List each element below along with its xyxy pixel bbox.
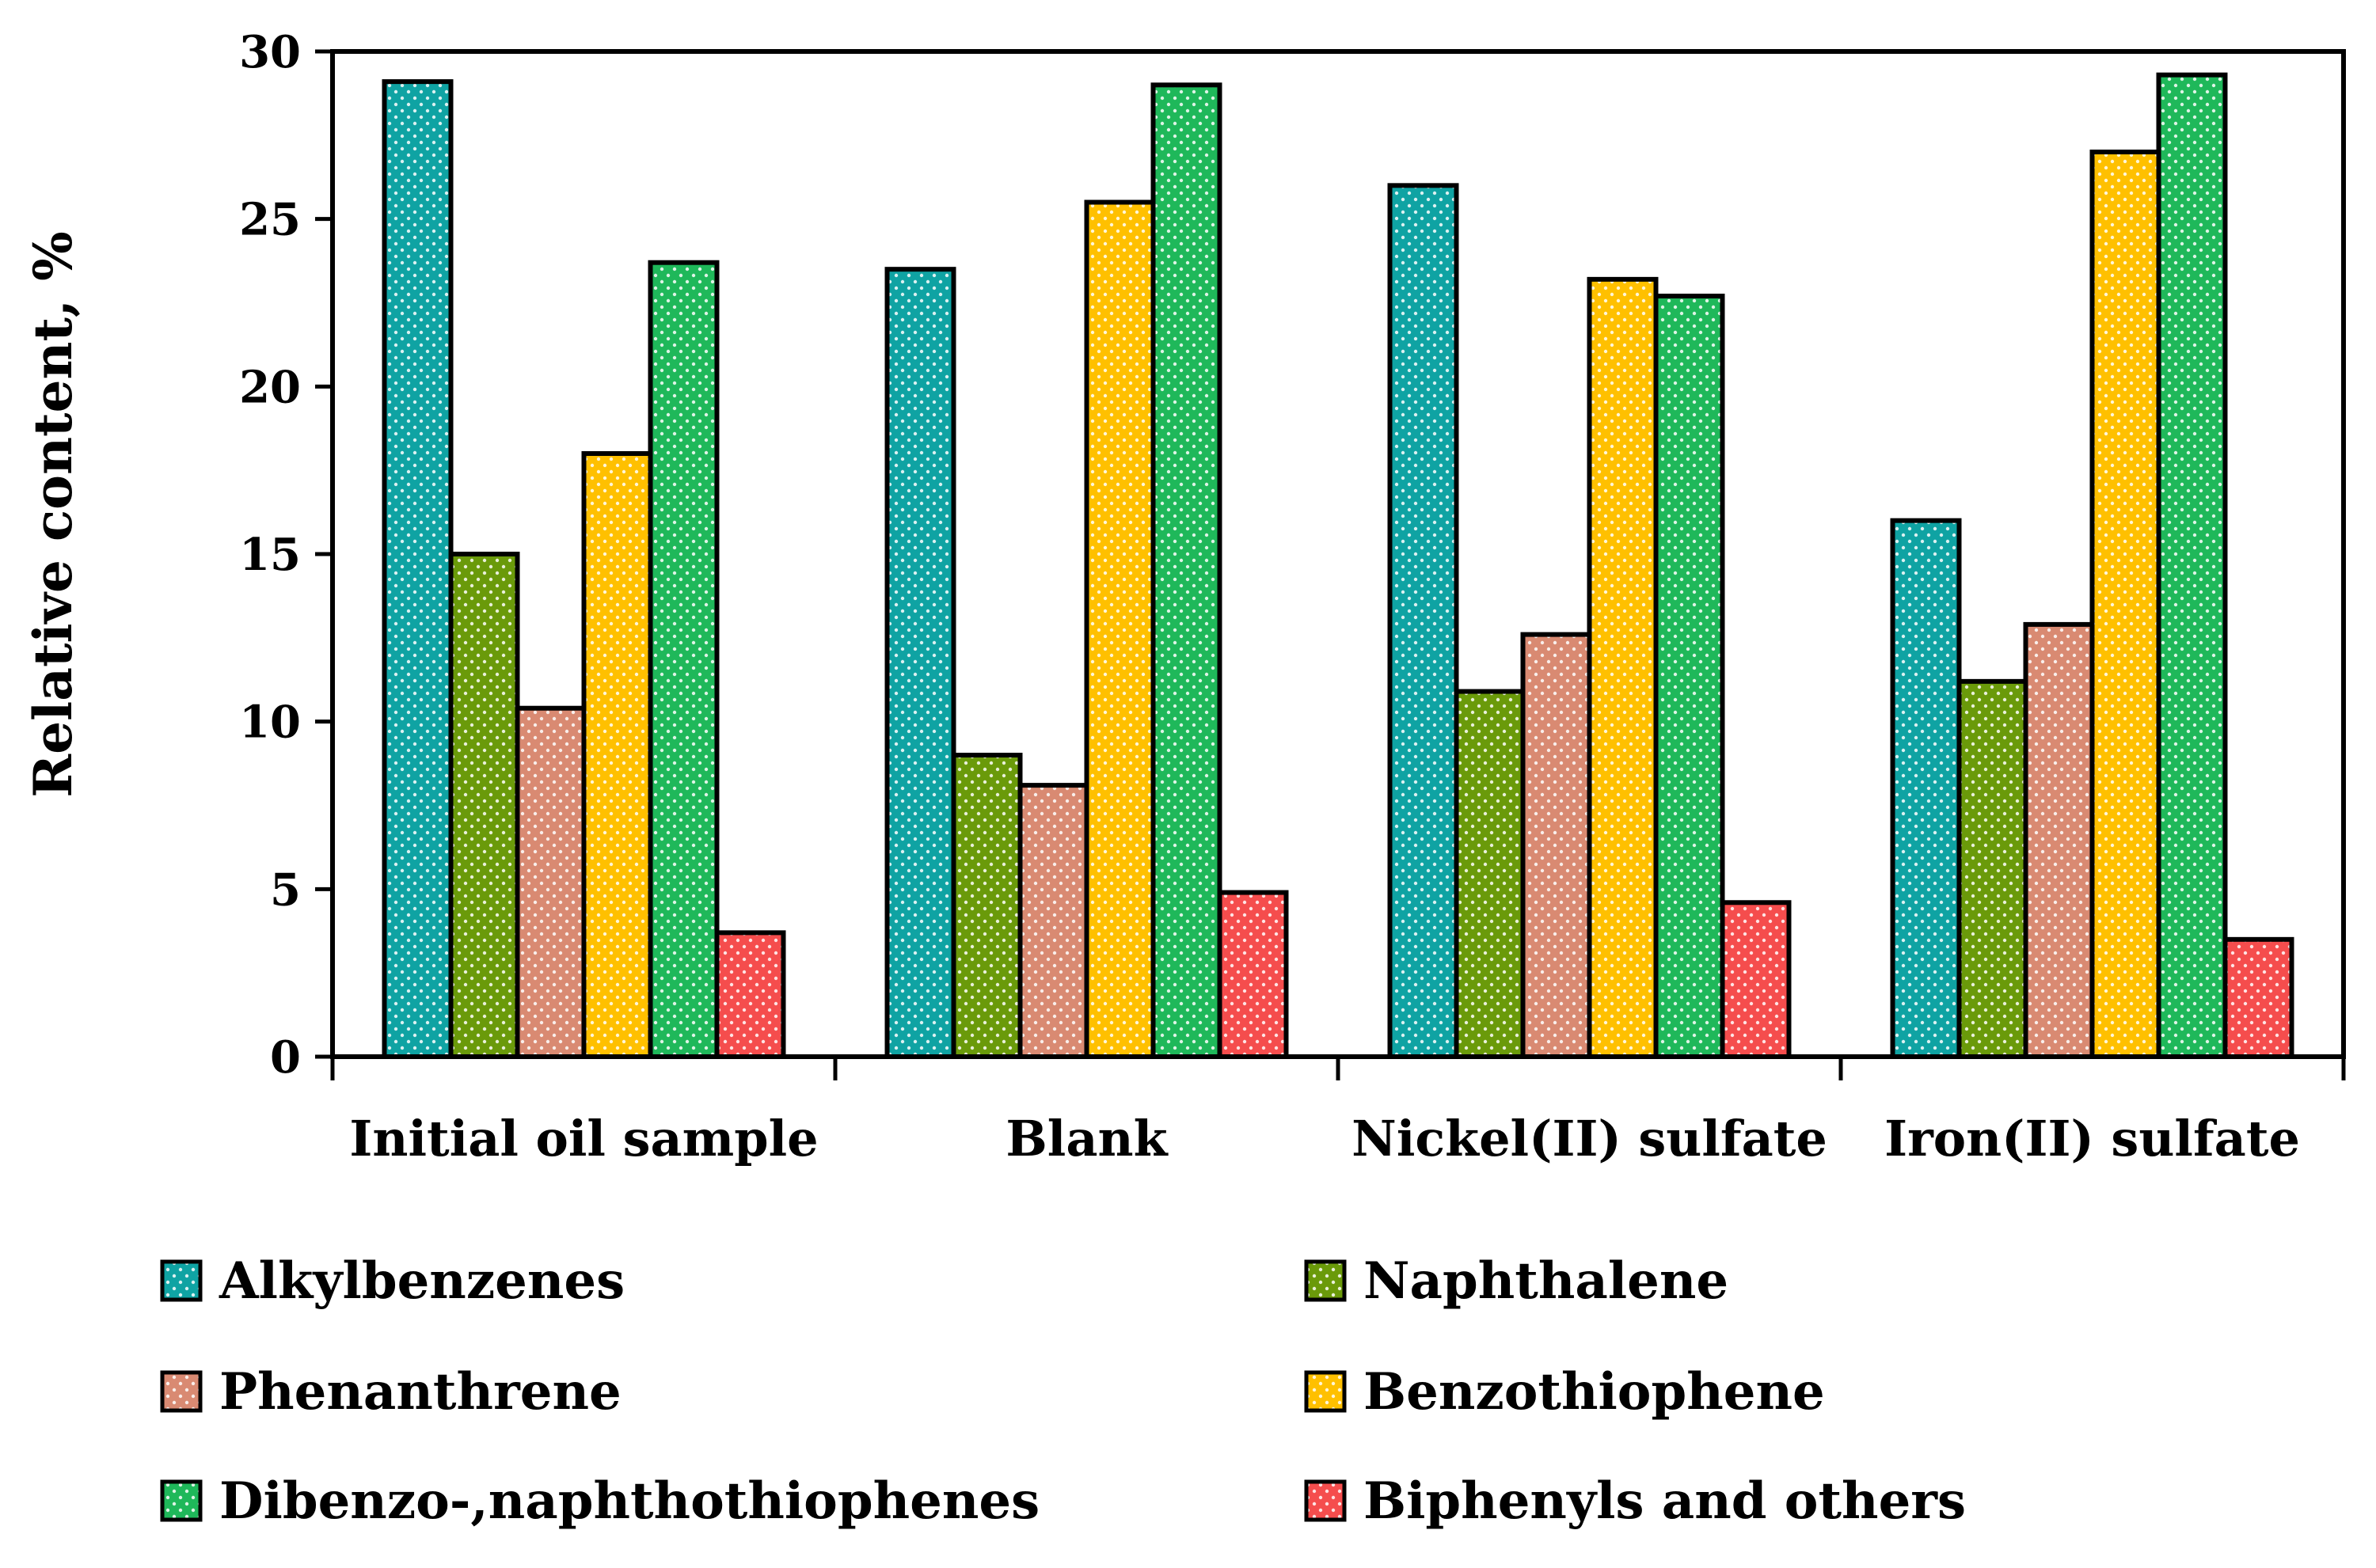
bar [2089, 150, 2161, 1059]
y-tick-label: 10 [239, 697, 301, 749]
bar [1387, 183, 1459, 1059]
bar [581, 451, 653, 1059]
legend-label: Naphthalene [1363, 1251, 1728, 1311]
y-tick-label: 25 [239, 194, 301, 246]
bar [714, 930, 786, 1060]
bar [1653, 294, 1725, 1059]
bar [1017, 783, 1089, 1059]
bar [1150, 82, 1222, 1059]
bar [382, 79, 454, 1060]
x-tick-label: Iron(II) sulfate [1884, 1110, 2300, 1167]
bar [951, 753, 1023, 1059]
x-tick-label: Nickel(II) sulfate [1351, 1110, 1827, 1167]
y-tick-label: 5 [270, 864, 301, 916]
y-tick-label: 30 [239, 26, 301, 78]
legend-label: Benzothiophene [1363, 1362, 1825, 1422]
y-axis-title: Relative content, % [22, 231, 84, 797]
legend-item: Benzothiophene [1304, 1362, 1825, 1422]
legend-item: Alkylbenzenes [160, 1251, 625, 1311]
bar [1956, 678, 2028, 1059]
legend-label: Alkylbenzenes [219, 1251, 625, 1311]
x-tick-label: Blank [1006, 1110, 1169, 1167]
legend-label: Phenanthrene [219, 1362, 622, 1422]
bar [1454, 689, 1526, 1059]
legend-item: Phenanthrene [160, 1362, 622, 1422]
bar [884, 267, 956, 1059]
bar [1217, 890, 1289, 1059]
x-tick-label: Initial oil sample [349, 1110, 818, 1167]
y-tick-label: 20 [239, 361, 301, 413]
axes-layer: 0 5 10 15 20 25 30 Initial oil sample Blank Nicke… [239, 26, 2346, 1167]
bar [1720, 900, 1792, 1060]
bar [515, 705, 587, 1059]
bar [1520, 632, 1592, 1059]
y-tick-label: 0 [270, 1031, 301, 1084]
legend-item: Naphthalene [1304, 1251, 1728, 1311]
legend-label: Biphenyls and others [1363, 1471, 1966, 1531]
bar [1890, 518, 1962, 1059]
bar [1084, 199, 1156, 1059]
bar [2156, 72, 2228, 1060]
y-tick-label: 15 [239, 529, 301, 581]
bars-layer [382, 72, 2294, 1060]
legend: Alkylbenzenes Naphthalene Phenanthrene Benz… [160, 1251, 1966, 1531]
bar [2222, 936, 2294, 1060]
legend-item: Dibenzo-,naphthothiophenes [160, 1471, 1040, 1531]
legend-label: Dibenzo-,naphthothiophenes [219, 1471, 1040, 1531]
bar [448, 552, 520, 1059]
bar [648, 260, 720, 1059]
legend-item: Biphenyls and others [1304, 1471, 1966, 1531]
bar [1587, 276, 1659, 1060]
bar [2023, 621, 2095, 1059]
